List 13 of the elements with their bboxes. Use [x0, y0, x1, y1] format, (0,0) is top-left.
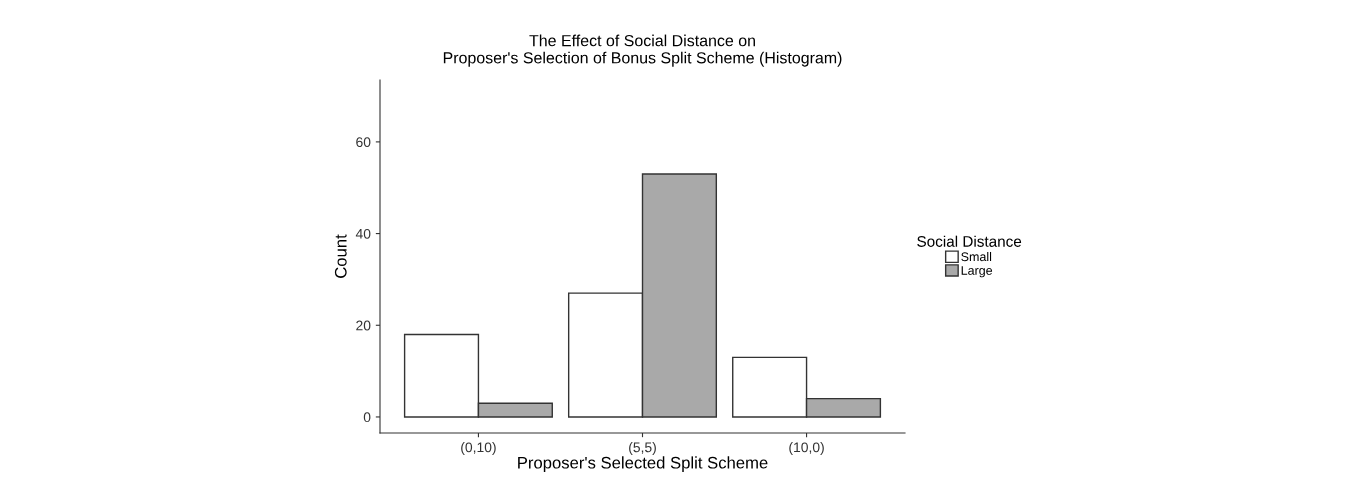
x-axis-title: Proposer's Selected Split Scheme: [518, 456, 768, 472]
chart-title: The Effect of Social Distance on Proposer's Selection of Bonus Split Scheme (Histogram): [443, 34, 842, 67]
legend-label: Small: [961, 251, 992, 262]
y-tick-label: 40: [355, 228, 371, 239]
y-tick-label: 20: [356, 320, 371, 331]
y-axis-title: Count: [334, 234, 347, 278]
x-tick-label: (0,10): [461, 442, 496, 455]
legend-label: Large: [961, 266, 993, 278]
y-tick-label: 60: [356, 137, 371, 148]
legend-title: Social Distance: [917, 235, 1022, 247]
x-tick-label: (10,0): [789, 442, 824, 455]
x-tick-label: (5,5): [629, 442, 656, 455]
y-tick-label: 0: [363, 412, 371, 423]
